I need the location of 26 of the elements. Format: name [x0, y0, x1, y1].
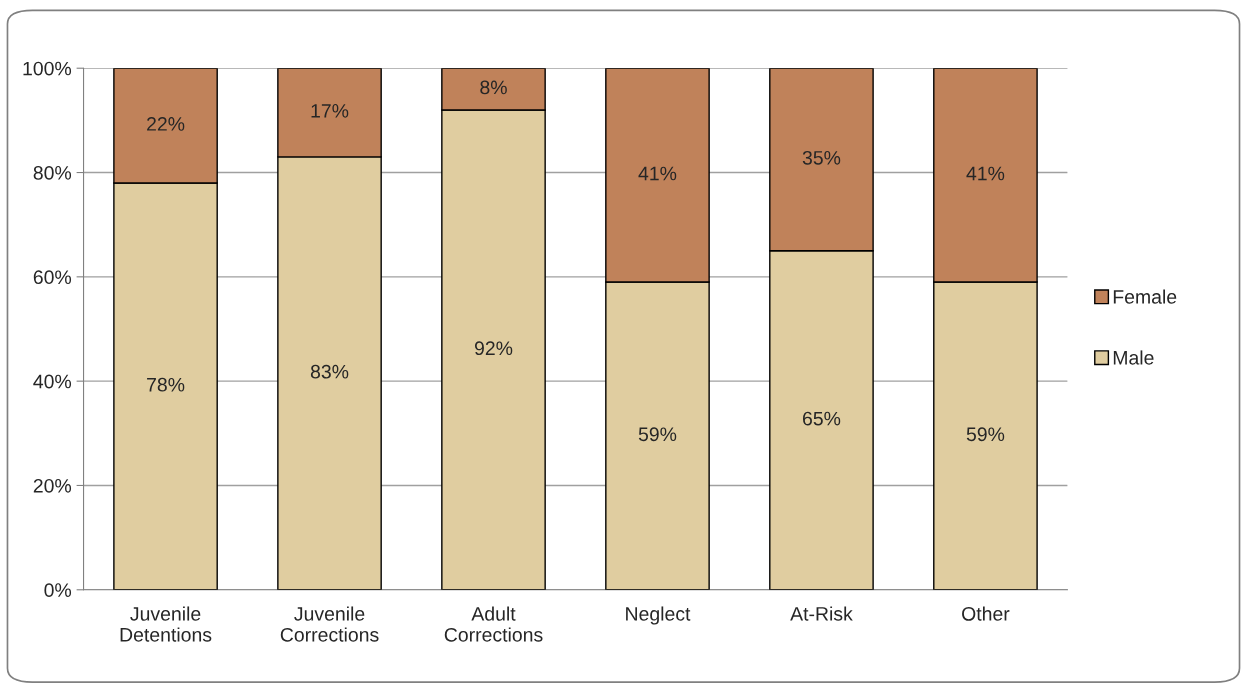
data-label: 65% — [802, 411, 841, 426]
data-label: 41% — [966, 166, 1005, 181]
y-tick-label: 20% — [33, 478, 72, 493]
data-label: 17% — [311, 104, 349, 118]
legend-label: Female — [1113, 289, 1177, 304]
data-label: 22% — [147, 117, 185, 131]
y-tick-label: 100% — [23, 61, 72, 76]
data-label: 59% — [966, 427, 1005, 442]
data-label: 78% — [147, 377, 185, 392]
data-label: 83% — [310, 364, 349, 379]
x-tick-label: Adult Corrections — [444, 606, 543, 642]
x-tick-label: Juvenile Corrections — [280, 606, 379, 642]
data-label: 35% — [802, 150, 841, 165]
data-label: 8% — [480, 80, 507, 95]
data-label: 59% — [638, 427, 677, 442]
y-tick-label: 0% — [44, 583, 72, 598]
x-tick-label: At-Risk — [790, 606, 853, 621]
x-tick-label: Juvenile Detentions — [120, 606, 212, 642]
x-tick-label: Neglect — [626, 606, 691, 625]
y-tick-label: 60% — [33, 270, 72, 285]
legend-label: Male — [1113, 350, 1154, 365]
data-label: 41% — [638, 166, 677, 181]
data-label: 92% — [474, 341, 513, 356]
y-tick-label: 40% — [33, 374, 72, 389]
x-tick-label: Other — [962, 606, 1010, 621]
y-tick-label: 80% — [33, 165, 72, 180]
